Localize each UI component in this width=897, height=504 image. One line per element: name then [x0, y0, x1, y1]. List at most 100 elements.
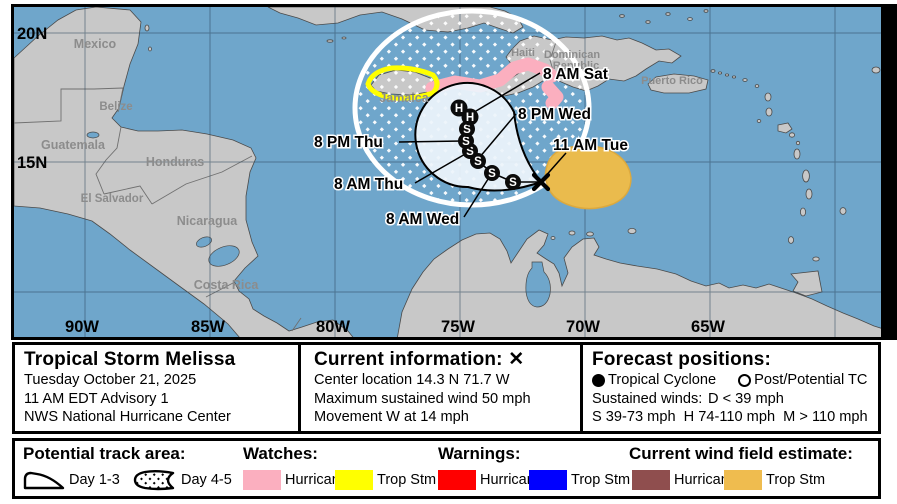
land-trinidad [790, 270, 823, 297]
label-jamaica: Jamaica [379, 91, 429, 105]
land-puerto-rico [647, 73, 709, 94]
track-marker: S [458, 133, 474, 149]
sustained-winds-label: Sustained winds: [592, 390, 703, 407]
trop-storm-watch-area [365, 65, 440, 101]
day45-label: Day 4-5 [181, 472, 232, 488]
hurricane-warning-label: Hurricane [480, 472, 543, 488]
hurricane-warning-swatch [438, 470, 476, 490]
lon-label-85w: 85W [191, 318, 225, 336]
label-republic: Republic [553, 60, 599, 72]
storm-agency: NWS National Hurricane Center [24, 409, 231, 426]
time-label-thu8am: 8 AM Thu [334, 176, 403, 193]
forecast-positions-title: Forecast positions: [592, 349, 772, 370]
hurricane-watch-label: Hurricane [285, 472, 348, 488]
place-labels: Mexico Belize Guatemala Honduras El Salv… [41, 37, 703, 292]
land-central-america [14, 7, 354, 337]
trop-stm-warning-swatch [529, 470, 567, 490]
map-frame [11, 4, 897, 340]
trop-stm-watch-label: Trop Stm [377, 472, 437, 488]
trop-stm-watch-swatch [335, 470, 373, 490]
lakes [86, 131, 551, 308]
d-range-label: D < 39 mph [708, 390, 784, 407]
day45-cone-icon [133, 470, 175, 491]
lon-label-90w: 90W [65, 318, 99, 336]
wind-ranges-label: S 39-73 mph H 74-110 mph M > 110 mph [592, 409, 868, 426]
storm-info-panel: Tropical Storm Melissa Tuesday October 2… [15, 345, 298, 431]
lon-label-65w: 65W [691, 318, 725, 336]
svg-text:S: S [488, 168, 496, 180]
day13-label: Day 1-3 [69, 472, 120, 488]
track-marker: S [484, 165, 500, 181]
lon-label-70w: 70W [566, 318, 600, 336]
forecast-map: S S S S S S H H Mexico Belize Guatemala … [11, 4, 897, 340]
windfield-title: Current wind field estimate: [629, 444, 853, 463]
lat-label-15n: 15N [17, 154, 47, 172]
current-x-icon: ✕ [508, 349, 525, 370]
hurricane-watch-swatch [243, 470, 281, 490]
forecast-positions-panel: Forecast positions: Tropical Cyclone Pos… [580, 345, 878, 431]
label-puerto-rico: Puerto Rico [641, 75, 703, 87]
graticule-labels: 20N 15N 90W 85W 80W 75W 70W 65W [17, 25, 725, 336]
track-area-title: Potential track area: [23, 444, 186, 463]
track-marker: H [450, 99, 468, 117]
label-belize: Belize [99, 101, 132, 113]
svg-text:S: S [474, 156, 482, 168]
time-labels: 8 AM Sat 8 PM Wed 11 AM Tue 8 PM Thu 8 A… [313, 65, 630, 230]
storm-advisory: 11 AM EDT Advisory 1 [24, 390, 169, 407]
time-label-tue11am: 11 AM Tue [553, 137, 628, 154]
label-honduras: Honduras [146, 155, 204, 169]
label-mexico: Mexico [74, 37, 117, 51]
label-costa-rica: Costa Rica [194, 278, 260, 292]
country-borders [14, 38, 558, 332]
time-label-wed8am: 8 AM Wed [386, 211, 459, 228]
max-wind: Maximum sustained wind 50 mph [314, 390, 531, 407]
time-label-sat8am: 8 AM Sat [543, 66, 608, 83]
trop-stm-windfield-label: Trop Stm [766, 472, 826, 488]
lesser-antilles [710, 66, 881, 262]
label-nicaragua: Nicaragua [177, 214, 238, 228]
lon-label-75w: 75W [441, 318, 475, 336]
svg-text:S: S [466, 146, 474, 158]
trop-stm-windfield-swatch [724, 470, 762, 490]
svg-text:S: S [463, 124, 471, 136]
post-potential-ring-icon [738, 373, 752, 387]
legend-panel-row: Potential track area: Day 1-3 Day 4-5 Wa… [12, 438, 881, 499]
center-location: Center location 14.3 N 71.7 W [314, 372, 510, 388]
svg-text:S: S [462, 136, 470, 148]
current-info-title-text: Current information: [314, 349, 503, 370]
svg-text:H: H [455, 103, 463, 115]
warnings-title: Warnings: [438, 444, 521, 463]
current-position-x-icon [531, 172, 551, 192]
tropical-cyclone-dot-icon [592, 373, 605, 387]
day13-cone-icon [23, 471, 65, 490]
current-info-panel: Current information: ✕ Center location 1… [298, 345, 580, 431]
time-label-thu8pm: 8 PM Thu [314, 134, 383, 151]
label-dominican: Dominican [544, 49, 601, 61]
svg-text:H: H [466, 112, 474, 124]
label-guatemala: Guatemala [41, 138, 106, 152]
storm-title: Tropical Storm Melissa [24, 349, 236, 370]
info-panel-row: Tropical Storm Melissa Tuesday October 2… [12, 342, 881, 434]
post-potential-label: Post/Potential TC [754, 372, 868, 388]
time-label-wed8pm: 8 PM Wed [518, 106, 591, 123]
hurricane-windfield-swatch [632, 470, 670, 490]
small-islands [144, 9, 709, 240]
land-south-america [397, 229, 881, 337]
leader-lines [398, 72, 567, 218]
current-info-title: Current information: ✕ [314, 349, 574, 371]
svg-text:S: S [509, 177, 517, 189]
label-haiti: Haiti [511, 47, 535, 59]
lon-label-80w: 80W [316, 318, 350, 336]
lat-label-20n: 20N [17, 25, 47, 43]
trop-stm-warning-label: Trop Stm [571, 472, 631, 488]
tropical-cyclone-label: Tropical Cyclone [608, 372, 717, 388]
wind-field-area [544, 144, 632, 210]
forecast-markers: S S S S S S H H [450, 99, 521, 190]
cone-day13-area [414, 82, 543, 192]
storm-date: Tuesday October 21, 2025 [24, 372, 197, 388]
watches-title: Watches: [243, 444, 318, 463]
hurricane-windfield-label: Hurricane [674, 472, 737, 488]
track-marker: S [505, 174, 521, 190]
movement: Movement W at 14 mph [314, 409, 469, 426]
